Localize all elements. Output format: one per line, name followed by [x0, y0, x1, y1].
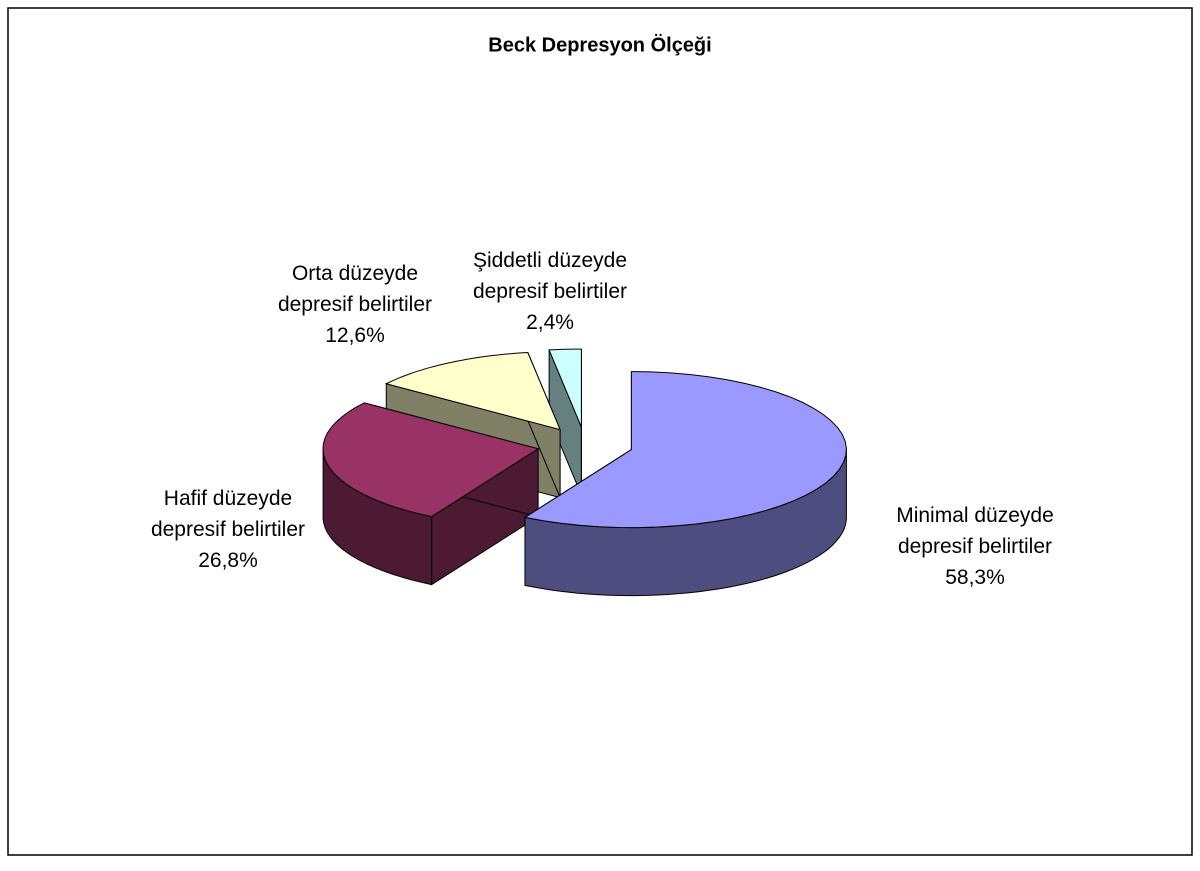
value-label: 58,3% [945, 566, 1005, 589]
category-label: Orta düzeyde depresif belirtiler [277, 262, 433, 316]
slice [523, 371, 847, 529]
slice-label: Orta düzeyde depresif belirtiler 12,6% [255, 258, 455, 351]
category-label: Minimal düzeyde depresif belirtiler [896, 504, 1054, 558]
slice [322, 402, 540, 518]
slice [548, 348, 582, 428]
category-label: Şiddetli düzeyde depresif belirtiler [472, 249, 628, 303]
value-label: 2,4% [526, 311, 574, 334]
chart-frame [7, 7, 1193, 856]
slice-label: Hafif düzeyde depresif belirtiler 26,8% [128, 483, 328, 576]
value-label: 26,8% [198, 549, 258, 572]
slice-label: Minimal düzeyde depresif belirtiler 58,3% [875, 500, 1075, 593]
chart-title: Beck Depresyon Ölçeği [488, 33, 711, 56]
category-label: Hafif düzeyde depresif belirtiler [150, 487, 306, 541]
value-label: 12,6% [325, 324, 385, 347]
slice-label: Şiddetli düzeyde depresif belirtiler 2,4% [450, 245, 650, 338]
slice [384, 351, 561, 431]
